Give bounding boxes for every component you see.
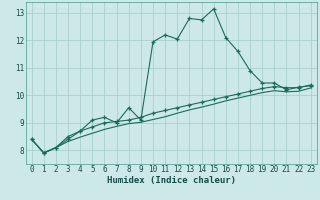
X-axis label: Humidex (Indice chaleur): Humidex (Indice chaleur)	[107, 176, 236, 185]
